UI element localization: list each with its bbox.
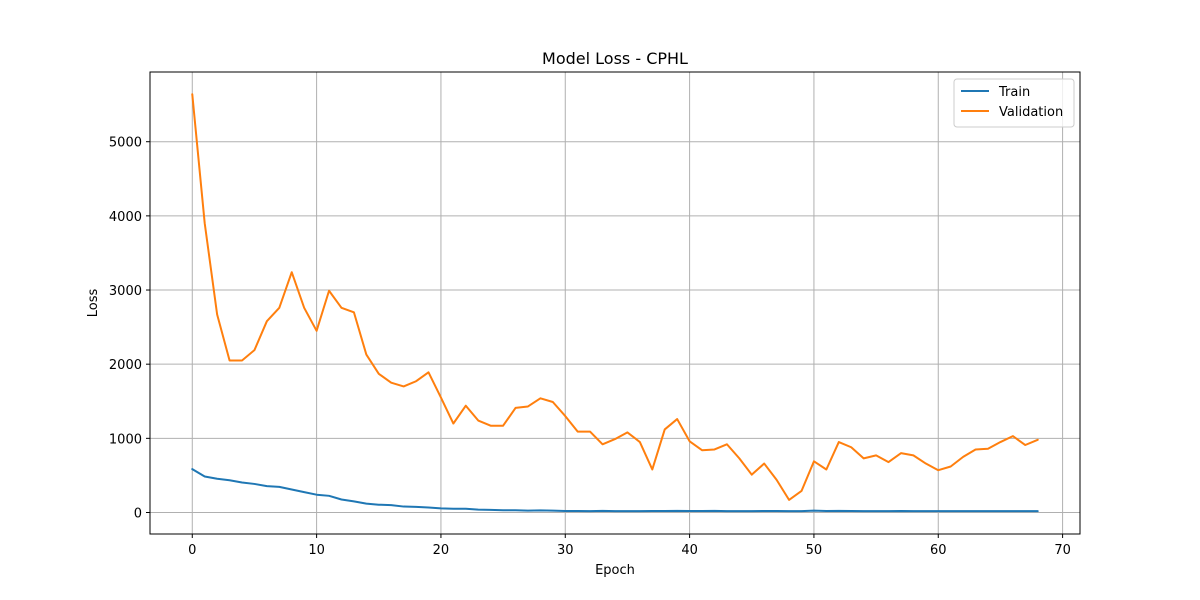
validation-series-line — [191, 93, 1039, 501]
x-tick-label: 30 — [557, 543, 574, 558]
x-tick-label: 70 — [1054, 543, 1071, 558]
x-axis-label: Epoch — [595, 563, 635, 578]
legend: Train Validation — [953, 78, 1075, 128]
y-tick-label: 4000 — [109, 210, 142, 225]
x-tick-label: 60 — [930, 543, 947, 558]
legend-validation-label: Validation — [999, 105, 1063, 120]
y-axis-ticks: 0 1000 2000 3000 4000 5000 — [109, 136, 150, 521]
train-series-line — [191, 468, 1039, 513]
x-tick-label: 50 — [806, 543, 823, 558]
y-tick-label: 2000 — [109, 358, 142, 373]
legend-train-label: Train — [998, 85, 1030, 100]
series-lines — [191, 93, 1039, 513]
x-tick-label: 40 — [681, 543, 698, 558]
y-tick-label: 3000 — [109, 284, 142, 299]
plot-frame — [149, 71, 1081, 535]
y-axis-label: Loss — [86, 289, 101, 318]
x-tick-label: 20 — [433, 543, 450, 558]
x-tick-label: 0 — [188, 543, 196, 558]
y-tick-label: 0 — [134, 506, 142, 521]
chart-title: Model Loss - CPHL — [542, 49, 688, 68]
y-tick-label: 5000 — [109, 136, 142, 151]
y-tick-label: 1000 — [109, 432, 142, 447]
x-axis-ticks: 0 10 20 30 40 50 60 70 — [188, 534, 1071, 558]
x-tick-label: 10 — [308, 543, 325, 558]
